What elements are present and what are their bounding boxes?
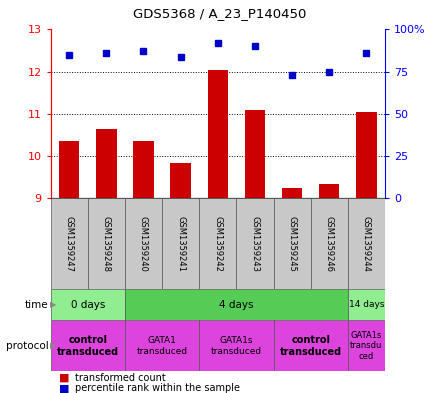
Bar [88, 198, 125, 289]
Text: 0 days: 0 days [70, 299, 105, 310]
Bar [133, 141, 154, 198]
Bar [96, 129, 117, 198]
Bar [356, 112, 377, 198]
Bar [125, 320, 199, 371]
Bar [125, 198, 162, 289]
Bar [162, 198, 199, 289]
Bar [348, 289, 385, 320]
Text: GATA1
transduced: GATA1 transduced [136, 336, 187, 356]
Bar [311, 198, 348, 289]
Text: GSM1359243: GSM1359243 [250, 216, 260, 272]
Bar [236, 198, 274, 289]
Text: protocol: protocol [6, 341, 48, 351]
Bar [245, 110, 265, 198]
Bar [348, 198, 385, 289]
Bar [319, 184, 340, 198]
Bar [51, 289, 125, 320]
Text: 14 days: 14 days [348, 300, 384, 309]
Bar [51, 320, 125, 371]
Bar [199, 198, 236, 289]
Bar [125, 289, 348, 320]
Bar [199, 320, 274, 371]
Text: GSM1359245: GSM1359245 [288, 216, 297, 272]
Bar [348, 320, 385, 371]
Bar [282, 188, 302, 198]
Text: control
transduced: control transduced [280, 335, 342, 356]
Text: ■: ■ [59, 383, 70, 393]
Text: GATA1s
transduced: GATA1s transduced [211, 336, 262, 356]
Text: transformed count: transformed count [75, 373, 165, 383]
Text: GSM1359241: GSM1359241 [176, 216, 185, 272]
Text: ▶: ▶ [50, 300, 57, 309]
Text: percentile rank within the sample: percentile rank within the sample [75, 383, 240, 393]
Text: GSM1359247: GSM1359247 [65, 216, 73, 272]
Text: GATA1s
transdu
ced: GATA1s transdu ced [350, 331, 383, 361]
Bar [170, 163, 191, 198]
Text: GSM1359248: GSM1359248 [102, 216, 111, 272]
Bar [274, 320, 348, 371]
Bar [274, 198, 311, 289]
Text: ■: ■ [59, 373, 70, 383]
Bar [59, 141, 79, 198]
Text: GSM1359240: GSM1359240 [139, 216, 148, 272]
Bar [51, 198, 88, 289]
Text: control
transduced: control transduced [57, 335, 119, 356]
Text: GDS5368 / A_23_P140450: GDS5368 / A_23_P140450 [133, 7, 307, 20]
Text: GSM1359242: GSM1359242 [213, 216, 222, 272]
Text: 4 days: 4 days [219, 299, 253, 310]
Bar [208, 70, 228, 198]
Text: GSM1359246: GSM1359246 [325, 216, 334, 272]
Text: GSM1359244: GSM1359244 [362, 216, 371, 272]
Text: time: time [25, 299, 48, 310]
Text: ▶: ▶ [50, 342, 57, 350]
